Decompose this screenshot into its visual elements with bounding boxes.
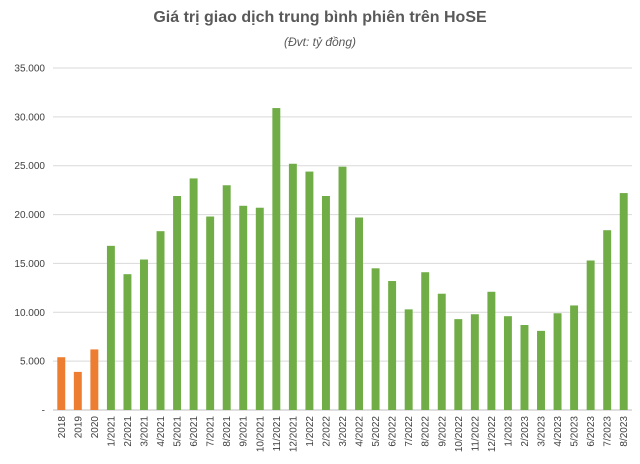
bar xyxy=(421,272,430,410)
bar xyxy=(553,313,562,410)
x-tick-label: 7/2022 xyxy=(404,416,415,447)
bar xyxy=(388,281,397,410)
x-tick-label: 8/2023 xyxy=(619,416,630,447)
x-tick-label: 3/2021 xyxy=(139,416,150,447)
bar xyxy=(321,196,330,410)
x-tick-label: 5/2022 xyxy=(371,416,382,447)
bar xyxy=(603,230,612,410)
bar xyxy=(156,231,165,410)
x-tick-label: 2020 xyxy=(90,416,101,439)
bar xyxy=(487,291,496,410)
x-tick-label: 3/2022 xyxy=(338,416,349,447)
y-tick-label: 10.000 xyxy=(14,308,45,319)
bar xyxy=(586,260,595,410)
x-tick-label: 7/2021 xyxy=(206,416,217,447)
bar xyxy=(503,316,512,410)
x-tick-label: 10/2021 xyxy=(255,416,266,453)
y-tick-label: 20.000 xyxy=(14,210,45,221)
x-tick-label: 11/2022 xyxy=(470,416,481,452)
chart-title: Giá trị giao dịch trung bình phiên trên … xyxy=(153,9,487,26)
x-tick-label: 6/2023 xyxy=(586,416,597,447)
x-tick-label: 2/2021 xyxy=(123,416,134,447)
x-tick-label: 2018 xyxy=(57,416,68,439)
bar xyxy=(570,305,579,410)
x-tick-label: 3/2023 xyxy=(537,416,548,447)
x-tick-label: 5/2021 xyxy=(173,416,184,447)
bar xyxy=(371,268,380,410)
bar xyxy=(140,259,148,410)
y-tick-label: 5.000 xyxy=(20,357,45,368)
bar xyxy=(57,357,66,410)
bar xyxy=(189,178,198,410)
bar xyxy=(90,349,99,410)
bar xyxy=(206,216,215,410)
bar xyxy=(537,330,545,410)
x-tick-label: 7/2023 xyxy=(603,416,614,447)
bar xyxy=(288,163,297,410)
bar xyxy=(272,108,281,410)
x-tick-label: 1/2023 xyxy=(503,416,514,447)
bar xyxy=(454,319,463,410)
bar xyxy=(619,193,628,410)
x-tick-label: 12/2021 xyxy=(288,416,299,453)
y-tick-label: 15.000 xyxy=(14,259,45,270)
x-tick-label: 6/2022 xyxy=(388,416,399,447)
x-tick-label: 10/2022 xyxy=(454,416,465,453)
y-tick-label: - xyxy=(42,406,45,417)
x-tick-label: 9/2022 xyxy=(437,416,448,447)
x-tick-label: 4/2021 xyxy=(156,416,167,447)
bar xyxy=(520,324,529,410)
bar xyxy=(222,185,231,410)
x-tick-label: 9/2021 xyxy=(239,416,250,447)
x-tick-label: 1/2022 xyxy=(305,416,316,447)
bar xyxy=(255,207,264,410)
x-tick-label: 12/2022 xyxy=(487,416,498,453)
bar xyxy=(305,171,314,410)
x-tick-label: 4/2023 xyxy=(553,416,564,447)
x-tick-label: 4/2022 xyxy=(355,416,366,447)
bar xyxy=(404,309,413,410)
bar xyxy=(106,245,115,410)
bar xyxy=(239,205,248,410)
x-tick-label: 11/2021 xyxy=(272,416,283,452)
x-tick-label: 2/2023 xyxy=(520,416,531,447)
x-tick-label: 8/2022 xyxy=(421,416,432,447)
bar xyxy=(470,314,479,410)
x-tick-label: 1/2021 xyxy=(106,416,117,447)
bar xyxy=(123,274,132,410)
x-tick-label: 6/2021 xyxy=(189,416,200,447)
bar xyxy=(355,217,364,410)
y-tick-label: 25.000 xyxy=(14,161,45,172)
x-tick-label: 5/2023 xyxy=(570,416,581,447)
x-tick-label: 2/2022 xyxy=(321,416,332,447)
chart-subtitle: (Đvt: tỷ đồng) xyxy=(283,35,357,49)
y-tick-label: 30.000 xyxy=(14,112,45,123)
y-tick-label: 35.000 xyxy=(14,64,45,75)
x-tick-label: 8/2021 xyxy=(222,416,233,447)
bar xyxy=(73,371,82,410)
bar xyxy=(173,196,182,410)
bar xyxy=(338,166,347,410)
bar xyxy=(437,293,446,410)
x-tick-label: 2019 xyxy=(73,416,84,439)
